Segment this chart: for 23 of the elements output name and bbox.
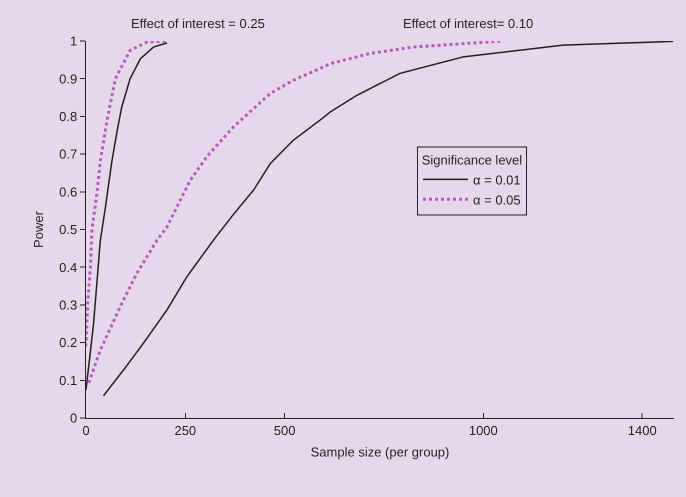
legend-label: α = 0.05 xyxy=(473,192,521,208)
y-tick-label: 1 xyxy=(70,34,78,49)
y-tick-label: 0.7 xyxy=(59,146,78,162)
y-tick-label: 0.1 xyxy=(59,372,78,388)
x-tick-label: 0 xyxy=(82,422,90,438)
y-tick-label: 0.9 xyxy=(59,71,78,86)
x-tick-label: 250 xyxy=(174,422,196,438)
text: Effect of interest= 0.10 xyxy=(403,16,534,31)
y-tick-label: 0.2 xyxy=(59,335,78,350)
y-tick-label: 0 xyxy=(70,410,78,426)
y-tick-label: 0.8 xyxy=(59,108,78,124)
legend-title: Significance level xyxy=(422,152,522,168)
y-tick-label: 0.5 xyxy=(59,222,78,238)
x-tick-label: 500 xyxy=(274,422,296,438)
y-axis-title: Power xyxy=(31,210,46,248)
x-axis-title: Sample size (per group) xyxy=(310,444,450,460)
y-tick-label: 0.6 xyxy=(59,184,78,200)
y-tick-label: 0.3 xyxy=(59,297,78,312)
y-tick-label: 0.4 xyxy=(59,260,78,275)
legend-label: α = 0.01 xyxy=(473,172,521,188)
x-tick-label: 1400 xyxy=(628,422,657,438)
text: Effect of interest = 0.25 xyxy=(131,16,265,31)
x-tick-label: 1000 xyxy=(468,422,498,438)
